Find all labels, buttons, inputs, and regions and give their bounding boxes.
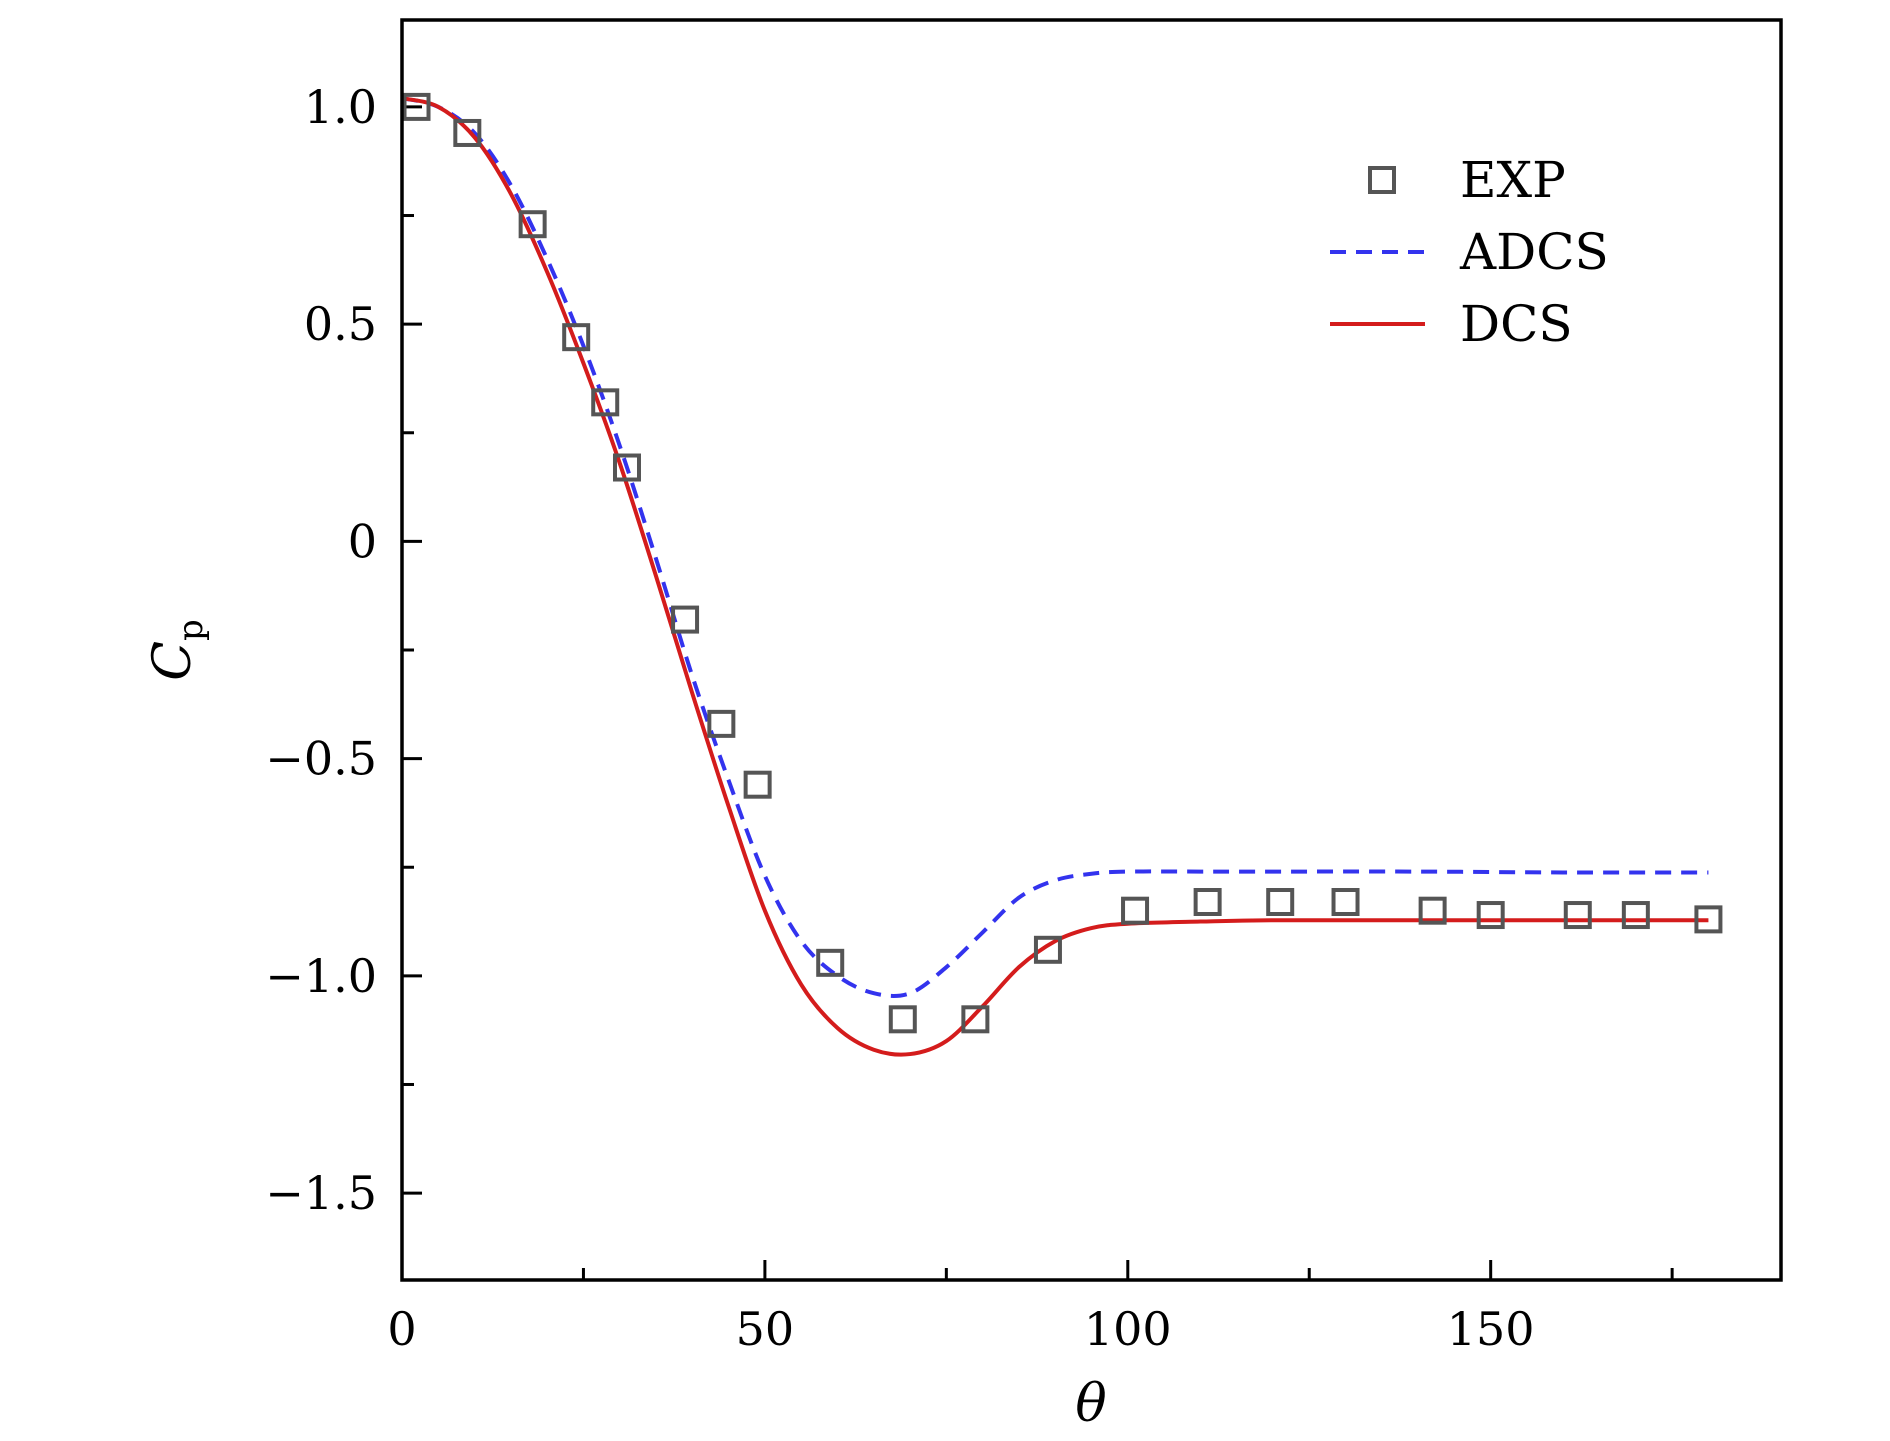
series-layer bbox=[401, 92, 1723, 1057]
x-tick-label: 100 bbox=[1084, 1302, 1172, 1356]
y-tick-label: 1.0 bbox=[304, 80, 377, 134]
data-point-exp bbox=[1418, 896, 1447, 925]
data-point-exp bbox=[1331, 888, 1360, 916]
legend-label: EXP bbox=[1460, 151, 1566, 209]
data-point-exp bbox=[1694, 905, 1723, 934]
axis-ticks bbox=[400, 105, 1674, 1280]
data-point-exp bbox=[1563, 901, 1592, 930]
data-point-exp bbox=[453, 118, 482, 147]
data-point-exp bbox=[743, 770, 772, 799]
y-tick-label: −1.0 bbox=[265, 949, 377, 1003]
plot-frame bbox=[400, 18, 1783, 1282]
data-point-exp bbox=[1193, 888, 1222, 916]
data-point-exp bbox=[402, 92, 431, 121]
x-tick-label: 0 bbox=[387, 1302, 416, 1356]
axis-tick-labels: 0 50 100 150 1.0 0.5 0 −0.5 −1.0 −1.5 bbox=[265, 80, 1534, 1356]
legend: EXP ADCS DCS bbox=[1330, 151, 1609, 353]
data-point-exp bbox=[816, 948, 845, 977]
data-point-exp bbox=[1266, 888, 1295, 916]
y-tick-label: −0.5 bbox=[265, 732, 377, 786]
x-tick-label: 50 bbox=[736, 1302, 795, 1356]
data-point-exp bbox=[888, 1005, 917, 1034]
data-point-exp bbox=[591, 388, 620, 417]
legend-entry-adcs: ADCS bbox=[1330, 223, 1609, 281]
y-axis-title: Cp bbox=[143, 619, 211, 681]
y-axis-title-main: C bbox=[143, 641, 203, 681]
data-point-exp bbox=[671, 605, 700, 634]
data-point-exp bbox=[1121, 896, 1150, 925]
legend-swatch bbox=[1368, 166, 1396, 194]
y-tick-label: 0.5 bbox=[304, 297, 377, 351]
y-tick-label: 0 bbox=[348, 514, 377, 568]
data-point-exp bbox=[1033, 935, 1062, 964]
data-point-exp bbox=[518, 210, 547, 239]
data-point-exp bbox=[961, 1005, 990, 1034]
x-tick-label: 150 bbox=[1447, 1302, 1535, 1356]
data-point-exp bbox=[612, 453, 641, 482]
series-line-dcs bbox=[401, 96, 1709, 1057]
y-tick-label: −1.5 bbox=[265, 1166, 377, 1220]
y-axis-title-sub: p bbox=[171, 619, 211, 641]
data-point-exp bbox=[1476, 901, 1505, 930]
legend-entry-exp: EXP bbox=[1368, 151, 1566, 209]
data-point-exp bbox=[1621, 901, 1650, 930]
legend-entry-dcs: DCS bbox=[1330, 295, 1573, 353]
x-axis-title: θ bbox=[1075, 1374, 1106, 1434]
data-point-exp bbox=[707, 709, 736, 738]
legend-label: ADCS bbox=[1459, 223, 1609, 281]
series-line-adcs bbox=[401, 96, 1709, 998]
data-point-exp bbox=[562, 323, 591, 352]
legend-label: DCS bbox=[1460, 295, 1573, 353]
